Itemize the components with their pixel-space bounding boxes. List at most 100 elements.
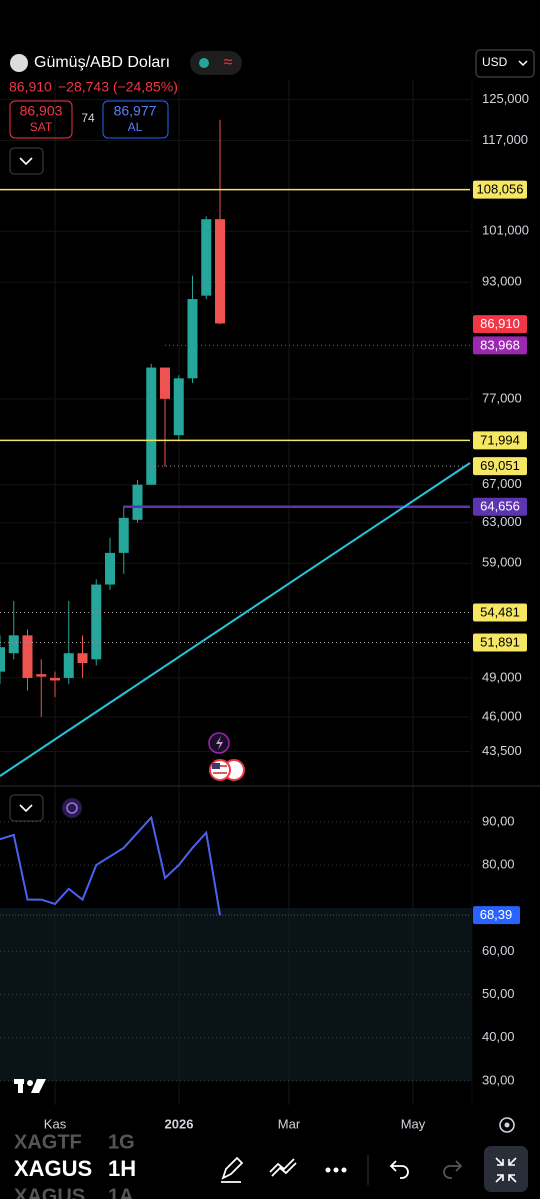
x-tick-label: Kas <box>44 1116 67 1131</box>
y-tick-label: 125,000 <box>482 91 529 106</box>
interval-prev: 1G <box>108 1131 135 1153</box>
price-tag-label: 86,910 <box>480 316 520 331</box>
dot <box>341 1167 347 1173</box>
indicator-icon[interactable] <box>62 798 82 818</box>
y-tick-label: 59,000 <box>482 555 522 570</box>
symbol-next: XAGUS <box>14 1185 85 1199</box>
interval-next: 1A <box>108 1185 134 1199</box>
price-tag <box>473 633 527 652</box>
interval[interactable]: 1H <box>108 1156 136 1181</box>
y-tick-label: 49,000 <box>482 669 522 684</box>
lines-icon[interactable] <box>269 1158 297 1177</box>
sell-label: SAT <box>30 120 53 134</box>
collapse-button[interactable] <box>9 147 44 175</box>
logo-part <box>18 1079 23 1093</box>
market-open-dot <box>199 58 209 68</box>
price-tag-label: 69,051 <box>480 458 520 473</box>
symbol-icon <box>10 54 28 72</box>
buy-price: 86,977 <box>114 103 157 119</box>
buy-label: AL <box>128 120 143 134</box>
flag-canton <box>212 763 220 769</box>
price-tag-label: 54,481 <box>480 604 520 619</box>
title: Gümüş/ABD Doları <box>34 54 170 71</box>
y-tick-label: 30,00 <box>482 1072 515 1087</box>
currency: USD <box>482 55 508 69</box>
logo-part <box>31 1079 46 1093</box>
candle-body <box>8 635 19 654</box>
y-tick-label: 80,00 <box>482 857 515 872</box>
overlay: 125,000 117,000 101,000 93,000 77,000 67,000 6… <box>473 91 529 1087</box>
currency-caret <box>518 60 528 67</box>
price-tag-label: 68,39 <box>480 907 513 922</box>
candle-body <box>91 584 102 660</box>
price: 86,910 <box>9 79 52 95</box>
plot <box>0 99 470 1082</box>
logo <box>14 1079 46 1093</box>
price-tag <box>473 497 527 516</box>
candle-body <box>0 647 5 672</box>
status-pill[interactable] <box>190 51 242 75</box>
candle-body <box>215 219 225 324</box>
buy-button[interactable] <box>102 100 169 139</box>
flag-stripes <box>213 765 227 774</box>
candle-body <box>146 367 157 485</box>
candle-body <box>63 653 74 678</box>
draw-icon[interactable] <box>221 1156 244 1183</box>
symbol-prev: XAGTF <box>14 1131 82 1153</box>
spread: 74 <box>81 111 95 125</box>
sell-price: 86,903 <box>20 103 63 119</box>
x-tick-label: 2026 <box>165 1116 194 1131</box>
change: −28,743 (−24,85%) <box>58 79 178 95</box>
y-tick-label: 101,000 <box>482 223 529 238</box>
price-tag-label: 64,656 <box>480 499 520 514</box>
sell-button[interactable] <box>9 100 73 139</box>
y-tick-label: 93,000 <box>482 274 522 289</box>
fullscreen-button[interactable] <box>484 1146 528 1192</box>
chevron <box>19 157 33 166</box>
candle-body <box>173 378 184 436</box>
y-tick-label: 40,00 <box>482 1029 515 1044</box>
lightning <box>216 736 223 750</box>
x-tick-label: May <box>401 1116 426 1131</box>
rsi-line <box>0 815 221 916</box>
candle-body <box>77 653 88 663</box>
price-tag <box>473 906 520 925</box>
candle-body <box>105 552 115 585</box>
y-tick-label: 117,000 <box>482 132 528 147</box>
candle-body <box>22 635 33 678</box>
price-tag-label: 108,056 <box>477 182 524 197</box>
trendline <box>0 462 471 777</box>
indicator-glyph <box>66 802 78 814</box>
settings-icon[interactable] <box>499 1117 515 1133</box>
price-tag-label: 71,994 <box>480 432 520 447</box>
dot <box>333 1167 339 1173</box>
candle-body <box>118 517 129 553</box>
y-tick-label: 77,000 <box>482 390 522 405</box>
redo-icon[interactable] <box>443 1160 463 1179</box>
y-tick-label: 63,000 <box>482 514 522 529</box>
y-tick-label: 90,00 <box>482 813 515 828</box>
symbol[interactable]: XAGUS <box>14 1156 92 1181</box>
candle-body <box>132 484 143 520</box>
y-tick-label: 60,00 <box>482 943 515 958</box>
dot <box>325 1167 331 1173</box>
y-tick-label: 46,000 <box>482 708 522 723</box>
candle-body <box>160 367 170 399</box>
currency-select[interactable] <box>475 49 535 78</box>
price-tag <box>473 603 527 622</box>
fullscreen-icon <box>495 1157 517 1183</box>
x-tick-label: Mar <box>278 1116 301 1131</box>
price-tag <box>473 336 527 355</box>
delay-icon: ≈ <box>224 54 233 71</box>
v-grid <box>54 80 414 1105</box>
price-tag <box>473 431 527 450</box>
y-tick-label: 67,000 <box>482 476 522 491</box>
y-tick-label: 43,500 <box>482 743 522 758</box>
undo-icon[interactable] <box>389 1160 409 1179</box>
candle-body <box>201 219 212 296</box>
candle-body <box>36 674 47 677</box>
collapse-button[interactable] <box>9 794 44 822</box>
price-tag-label: 51,891 <box>480 634 520 649</box>
more-icon[interactable] <box>325 1167 347 1173</box>
